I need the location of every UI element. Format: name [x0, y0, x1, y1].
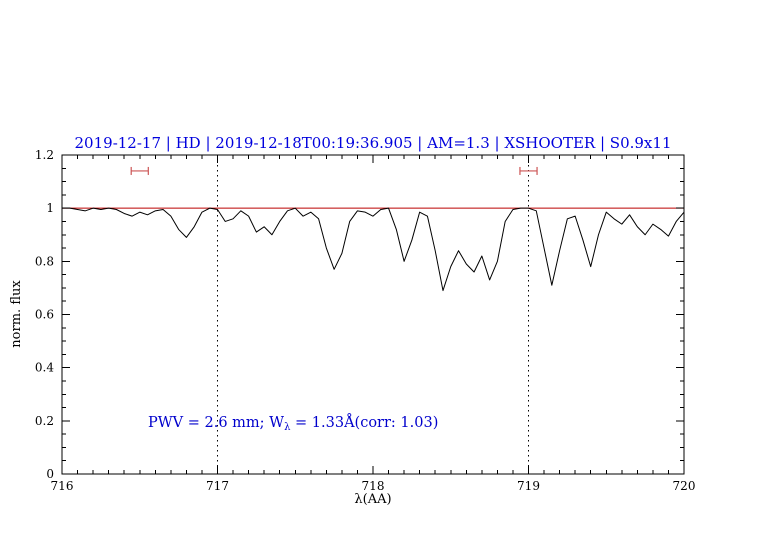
x-tick-label: 720 [673, 479, 696, 493]
y-tick-label: 1 [46, 201, 54, 215]
y-tick-label: 0.6 [35, 308, 54, 322]
spectrum-line [62, 207, 685, 292]
x-axis-label: λ(AA) [354, 492, 391, 507]
tick-labels: 716 717 718 719 720 0 0.2 0.4 0.6 0.8 1 1.2 [35, 148, 696, 493]
plot-title: 2019-12-17 | HD | 2019-12-18T00:19:36.90… [75, 134, 672, 152]
y-tick-label: 1.2 [35, 148, 54, 162]
y-tick-label: 0.2 [35, 414, 54, 428]
range-marker [130, 166, 149, 175]
x-tick-label: 717 [206, 479, 229, 493]
y-tick-label: 0.8 [35, 254, 54, 268]
y-tick-label: 0.4 [35, 361, 54, 375]
pwv-annotation: PWV = 2.6 mm; Wλ = 1.33Å(corr: 1.03) [148, 413, 438, 433]
pwv-annotation-post: = 1.33Å(corr: 1.03) [290, 413, 438, 431]
x-tick-label: 716 [51, 479, 74, 493]
axis-ticks [61, 154, 685, 475]
pwv-annotation-pre: PWV = 2.6 mm; W [148, 415, 284, 431]
range-marker [519, 166, 538, 175]
spectrum-polyline [62, 207, 685, 292]
x-tick-label: 718 [362, 479, 385, 493]
range-markers [130, 166, 538, 175]
x-tick-label: 719 [517, 479, 540, 493]
y-tick-label: 0 [46, 467, 54, 481]
dotted-vlines [217, 155, 529, 474]
y-axis-label: norm. flux [9, 280, 24, 348]
pwv-annotation-sub: λ [284, 422, 291, 433]
